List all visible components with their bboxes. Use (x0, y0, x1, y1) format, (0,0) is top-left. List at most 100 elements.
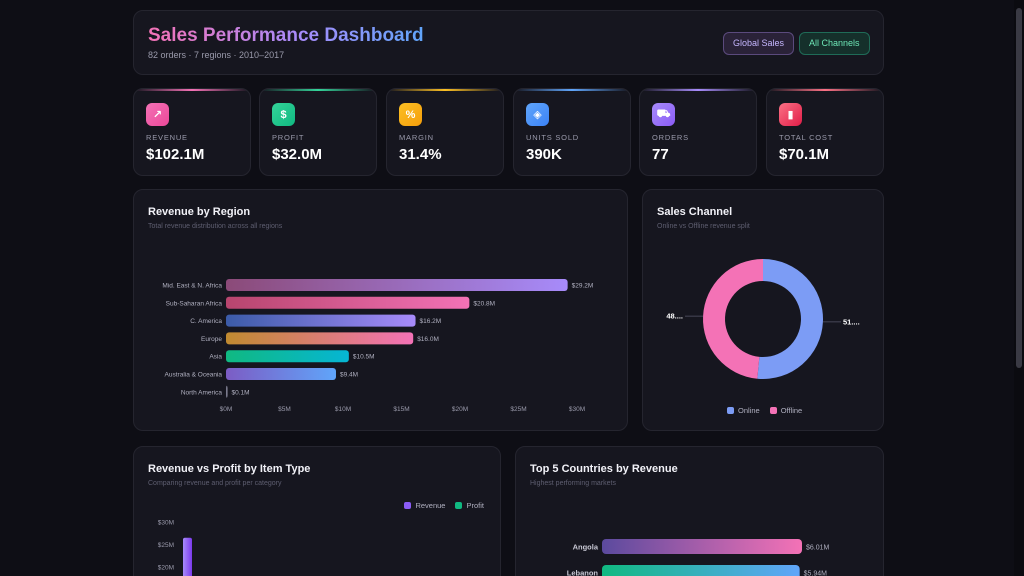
legend-item-offline[interactable]: Offline (769, 406, 803, 415)
region-bar-value: $16.0M (417, 336, 439, 343)
legend-item-revenue[interactable]: Revenue (404, 501, 445, 510)
region-label: Asia (209, 354, 222, 361)
region-bar[interactable] (226, 296, 470, 309)
region-bar-value: $9.4M (340, 372, 358, 379)
y-tick-label: $30M (158, 520, 174, 527)
x-tick-label: $20M (452, 406, 468, 413)
kpi-label: PROFIT (272, 133, 305, 142)
country-bar[interactable] (602, 539, 802, 554)
sales-channel-donut-chart: 51.... 48.... (666, 259, 860, 379)
kpi-card-units-sold: ◈ UNITS SOLD 390K (513, 88, 631, 176)
region-label: Australia & Oceania (165, 372, 223, 379)
global-sales-filter-button[interactable]: Global Sales (723, 32, 795, 55)
country-bar[interactable] (602, 565, 800, 576)
kpi-label: MARGIN (399, 133, 434, 142)
sales-channel-panel: Sales Channel Online vs Offline revenue … (642, 189, 884, 431)
region-bar-value: $20.8M (473, 300, 495, 307)
dashboard-header: Sales Performance Dashboard 82 orders · … (133, 10, 884, 75)
page-scrollbar[interactable] (1014, 0, 1024, 576)
kpi-accent-line (387, 89, 503, 91)
region-bar-value: $10.5M (353, 354, 375, 361)
legend-swatch (455, 502, 463, 509)
percent-icon: % (399, 103, 422, 126)
region-label: Europe (201, 336, 222, 343)
bar-chart-icon: ▮ (779, 103, 802, 126)
kpi-value: $32.0M (272, 146, 323, 163)
legend-label: Profit (466, 501, 484, 510)
region-bar-value: $16.2M (420, 318, 442, 325)
scrollbar-thumb[interactable] (1016, 8, 1022, 368)
region-bar[interactable] (226, 385, 228, 398)
x-tick-label: $0M (220, 406, 233, 413)
legend-item-profit[interactable]: Profit (455, 501, 484, 510)
panel-title: Top 5 Countries by Revenue (530, 463, 678, 475)
country-label: Lebanon (567, 569, 599, 576)
legend-item-online[interactable]: Online (727, 406, 760, 415)
top-countries-chart: Angola $6.01M Lebanon $5.94M (567, 539, 830, 576)
y-tick-label: $20M (158, 565, 174, 572)
kpi-label: ORDERS (652, 133, 689, 142)
kpi-card-total-cost: ▮ TOTAL COST $70.1M (766, 88, 884, 176)
x-tick-label: $15M (393, 406, 409, 413)
revenue-vs-profit-chart: $30M $25M $20M (158, 520, 192, 576)
country-label: Angola (573, 543, 599, 552)
region-bar-value: $29.2M (572, 283, 594, 290)
revenue-by-region-chart: Mid. East & N. Africa $29.2M Sub-Saharan A… (162, 279, 594, 413)
donut-slice-offline[interactable] (703, 259, 763, 379)
item-type-legend: Revenue Profit (404, 501, 484, 510)
kpi-card-revenue: ↗ REVENUE $102.1M (133, 88, 251, 176)
kpi-value: 31.4% (399, 146, 442, 163)
kpi-card-profit: $ PROFIT $32.0M (259, 88, 377, 176)
revenue-bar[interactable] (183, 537, 192, 576)
region-bar[interactable] (226, 332, 414, 345)
kpi-card-orders: ⛟ ORDERS 77 (639, 88, 757, 176)
revenue-vs-profit-panel: Revenue vs Profit by Item Type Comparing… (133, 446, 501, 576)
kpi-accent-line (514, 89, 630, 91)
region-bar[interactable] (226, 368, 336, 380)
region-bar[interactable] (226, 314, 416, 327)
kpi-accent-line (134, 89, 250, 91)
region-label: Mid. East & N. Africa (162, 283, 222, 290)
trend-up-icon: ↗ (146, 103, 169, 126)
kpi-label: REVENUE (146, 133, 188, 142)
region-bar[interactable] (226, 350, 349, 363)
kpi-value: $102.1M (146, 146, 205, 163)
legend-swatch (769, 407, 777, 414)
panel-title: Revenue vs Profit by Item Type (148, 463, 311, 475)
kpi-accent-line (260, 89, 376, 91)
all-channels-filter-button[interactable]: All Channels (799, 32, 870, 55)
region-label: Sub-Saharan Africa (166, 300, 223, 307)
region-label: C. America (190, 318, 222, 325)
donut-slice-label: 51.... (843, 317, 860, 326)
kpi-accent-line (767, 89, 883, 91)
box-icon: ◈ (526, 103, 549, 126)
region-bar-value: $0.1M (232, 389, 250, 396)
x-tick-label: $25M (510, 406, 526, 413)
country-bar-value: $5.94M (804, 571, 828, 576)
channel-legend: Online Offline (727, 406, 802, 415)
region-label: North America (181, 389, 223, 396)
page-subtitle: 82 orders · 7 regions · 2010–2017 (148, 50, 285, 60)
y-tick-label: $25M (158, 542, 174, 549)
x-tick-label: $30M (569, 406, 585, 413)
panel-subtitle: Comparing revenue and profit per categor… (148, 480, 282, 487)
panel-title: Sales Channel (657, 206, 733, 218)
panel-title: Revenue by Region (148, 206, 251, 218)
region-bar[interactable] (226, 279, 568, 291)
x-tick-label: $5M (278, 406, 291, 413)
kpi-label: TOTAL COST (779, 133, 834, 142)
dollar-icon: $ (272, 103, 295, 126)
kpi-value: 77 (652, 146, 669, 163)
donut-slice-online[interactable] (757, 259, 823, 379)
legend-label: Offline (780, 406, 803, 415)
page-title: Sales Performance Dashboard (148, 25, 424, 46)
panel-subtitle: Online vs Offline revenue split (657, 223, 750, 230)
kpi-accent-line (640, 89, 756, 91)
legend-swatch (727, 407, 734, 414)
kpi-label: UNITS SOLD (526, 133, 580, 142)
country-bar-value: $6.01M (806, 545, 830, 552)
revenue-by-region-panel: Revenue by Region Total revenue distribu… (133, 189, 628, 431)
x-tick-label: $10M (335, 406, 351, 413)
legend-label: Revenue (415, 501, 446, 510)
top-countries-panel: Top 5 Countries by Revenue Highest perfo… (515, 446, 884, 576)
